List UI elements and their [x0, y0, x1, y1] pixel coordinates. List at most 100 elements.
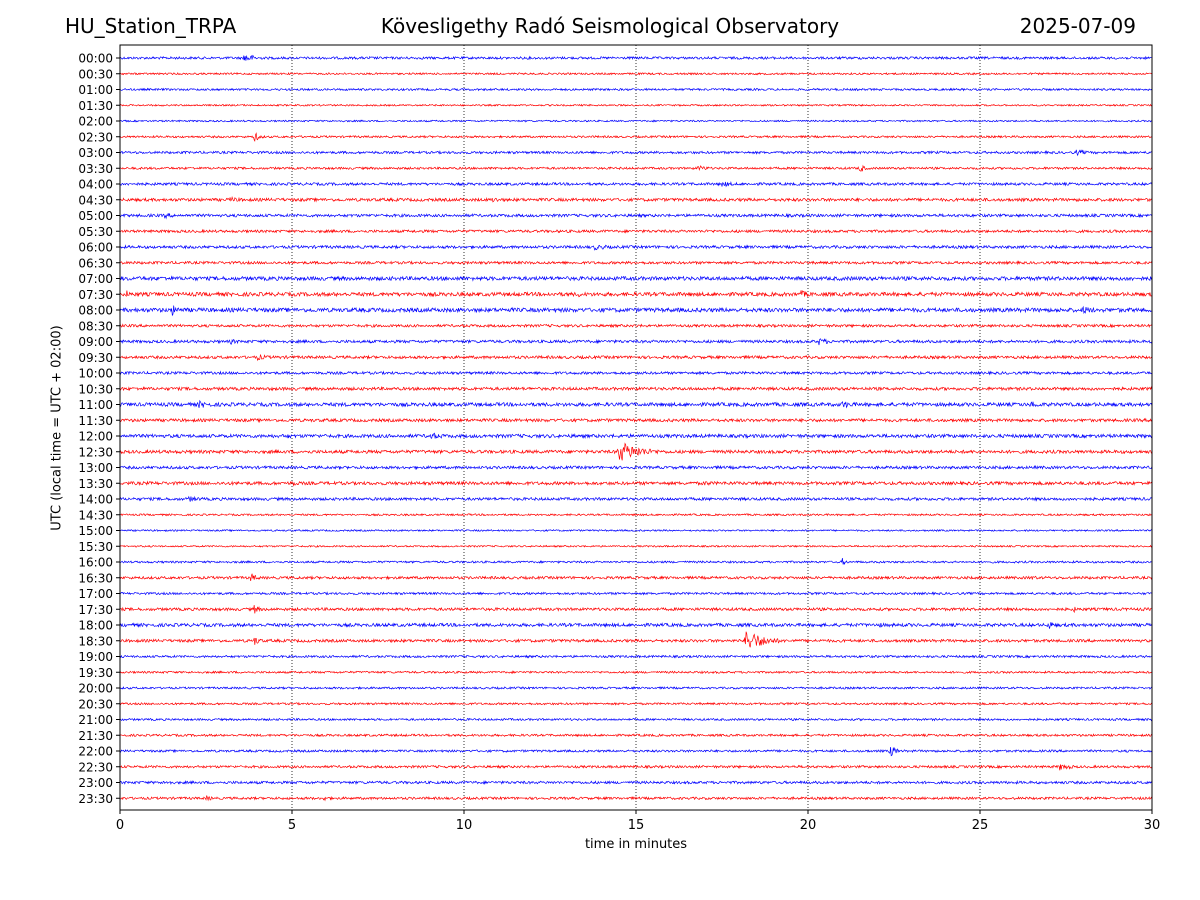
- seismogram-trace-0230: [119, 132, 1153, 142]
- seismogram-trace-0130: [119, 103, 1153, 107]
- seismogram-trace-1400: [119, 495, 1153, 502]
- station-name: HU_Station_TRPA: [65, 14, 237, 38]
- seismogram-trace-0330: [119, 164, 1153, 172]
- seismogram-trace-0830: [119, 323, 1153, 329]
- y-tick-label: 07:00: [78, 272, 113, 286]
- y-tick-label: 06:00: [78, 241, 113, 255]
- y-tick-label: 02:30: [78, 130, 113, 144]
- y-tick-label: 17:00: [78, 587, 113, 601]
- y-tick-label: 22:00: [78, 745, 113, 759]
- seismogram-trace-1630: [119, 573, 1153, 581]
- seismogram-trace-1500: [120, 528, 1153, 533]
- seismogram-trace-0900: [119, 338, 1153, 346]
- chart-title: Kövesligethy Radó Seismological Observat…: [380, 14, 840, 38]
- seismogram-trace-1730: [119, 605, 1153, 614]
- seismogram-trace-1300: [119, 464, 1153, 471]
- y-tick-label: 13:00: [78, 461, 113, 475]
- y-tick-label: 03:30: [78, 162, 113, 176]
- y-tick-label: 23:30: [78, 792, 113, 806]
- seismogram-trace-1700: [119, 591, 1153, 596]
- y-tick-label: 12:00: [78, 430, 113, 444]
- seismogram-trace-2100: [120, 717, 1153, 722]
- seismogram-trace-1800: [119, 622, 1153, 629]
- y-tick-label: 11:00: [78, 398, 113, 412]
- y-tick-label: 21:00: [78, 713, 113, 727]
- seismogram-trace-1900: [119, 654, 1153, 659]
- seismogram-trace-1930: [119, 670, 1153, 675]
- y-tick-label: 06:30: [78, 256, 113, 270]
- x-axis-label: time in minutes: [584, 837, 688, 852]
- y-tick-label: 10:30: [78, 382, 113, 396]
- y-tick-label: 21:30: [78, 729, 113, 743]
- y-tick-label: 19:00: [78, 650, 113, 664]
- seismogram-trace-1130: [119, 417, 1153, 424]
- seismogram-trace-1330: [119, 480, 1153, 487]
- seismogram-trace-0500: [119, 212, 1153, 220]
- seismogram-trace-2030: [119, 701, 1153, 706]
- seismogram-trace-1530: [119, 544, 1153, 548]
- seismogram-trace-0400: [119, 181, 1153, 188]
- y-tick-label: 17:30: [78, 603, 113, 617]
- y-tick-label: 20:30: [78, 697, 113, 711]
- seismogram-trace-0200: [119, 119, 1153, 123]
- y-tick-label: 16:00: [78, 556, 113, 570]
- y-tick-label: 02:00: [78, 115, 113, 129]
- x-tick-label: 25: [972, 818, 989, 833]
- y-tick-label: 13:30: [78, 477, 113, 491]
- y-tick-label: 14:30: [78, 508, 113, 522]
- y-tick-label: 00:00: [78, 52, 113, 66]
- y-tick-label: 09:00: [78, 335, 113, 349]
- x-tick-label: 5: [288, 818, 296, 833]
- traces-layer: [119, 54, 1153, 802]
- y-tick-label: 12:30: [78, 445, 113, 459]
- y-tick-label: 19:30: [78, 666, 113, 680]
- chart-date: 2025-07-09: [1019, 14, 1136, 38]
- y-tick-label: 03:00: [78, 146, 113, 160]
- x-tick-label: 15: [628, 818, 645, 833]
- y-tick-label: 15:30: [78, 540, 113, 554]
- y-tick-label: 08:30: [78, 319, 113, 333]
- seismogram-trace-1430: [119, 513, 1153, 517]
- seismogram-trace-1100: [119, 399, 1153, 409]
- seismogram-trace-2200: [119, 746, 1153, 757]
- y-axis-label: UTC (local time = UTC + 02:00): [49, 325, 65, 531]
- y-tick-label: 23:00: [78, 776, 113, 790]
- grid-layer: [291, 45, 981, 810]
- seismogram-trace-0030: [119, 71, 1153, 76]
- y-tick-label: 05:30: [78, 225, 113, 239]
- y-tick-label: 05:00: [78, 209, 113, 223]
- seismogram-trace-2230: [119, 764, 1153, 771]
- seismogram-trace-1600: [119, 557, 1153, 566]
- seismogram-trace-0700: [119, 275, 1153, 282]
- y-tick-label: 09:30: [78, 351, 113, 365]
- x-tick-label: 20: [800, 818, 817, 833]
- seismogram-trace-1030: [119, 385, 1153, 392]
- seismogram-trace-0930: [119, 353, 1153, 362]
- x-tick-label: 0: [116, 818, 124, 833]
- y-tick-label: 18:30: [78, 634, 113, 648]
- seismogram-trace-0530: [119, 228, 1153, 234]
- y-tick-label: 22:30: [78, 760, 113, 774]
- y-tick-label: 11:30: [78, 414, 113, 428]
- y-tick-label: 16:30: [78, 571, 113, 585]
- seismogram-trace-1230: [119, 442, 1153, 461]
- seismogram-trace-0730: [119, 290, 1153, 298]
- seismogram-trace-0600: [119, 244, 1153, 251]
- seismogram-trace-0800: [119, 305, 1153, 317]
- y-tick-label: 15:00: [78, 524, 113, 538]
- x-ticks: 0 5 10 15 20 25 30: [116, 810, 1160, 833]
- seismogram-trace-0300: [119, 149, 1153, 157]
- y-tick-label: 20:00: [78, 682, 113, 696]
- seismogram-trace-2330: [120, 795, 1153, 802]
- seismogram-trace-0430: [119, 195, 1153, 203]
- y-tick-label: 07:30: [78, 288, 113, 302]
- y-tick-label: 14:00: [78, 493, 113, 507]
- y-tick-label: 01:30: [78, 99, 113, 113]
- seismogram-trace-2300: [119, 779, 1153, 786]
- y-tick-label: 08:00: [78, 304, 113, 318]
- seismogram-trace-0100: [119, 87, 1153, 92]
- y-tick-label: 10:00: [78, 367, 113, 381]
- seismogram-trace-1200: [119, 432, 1153, 439]
